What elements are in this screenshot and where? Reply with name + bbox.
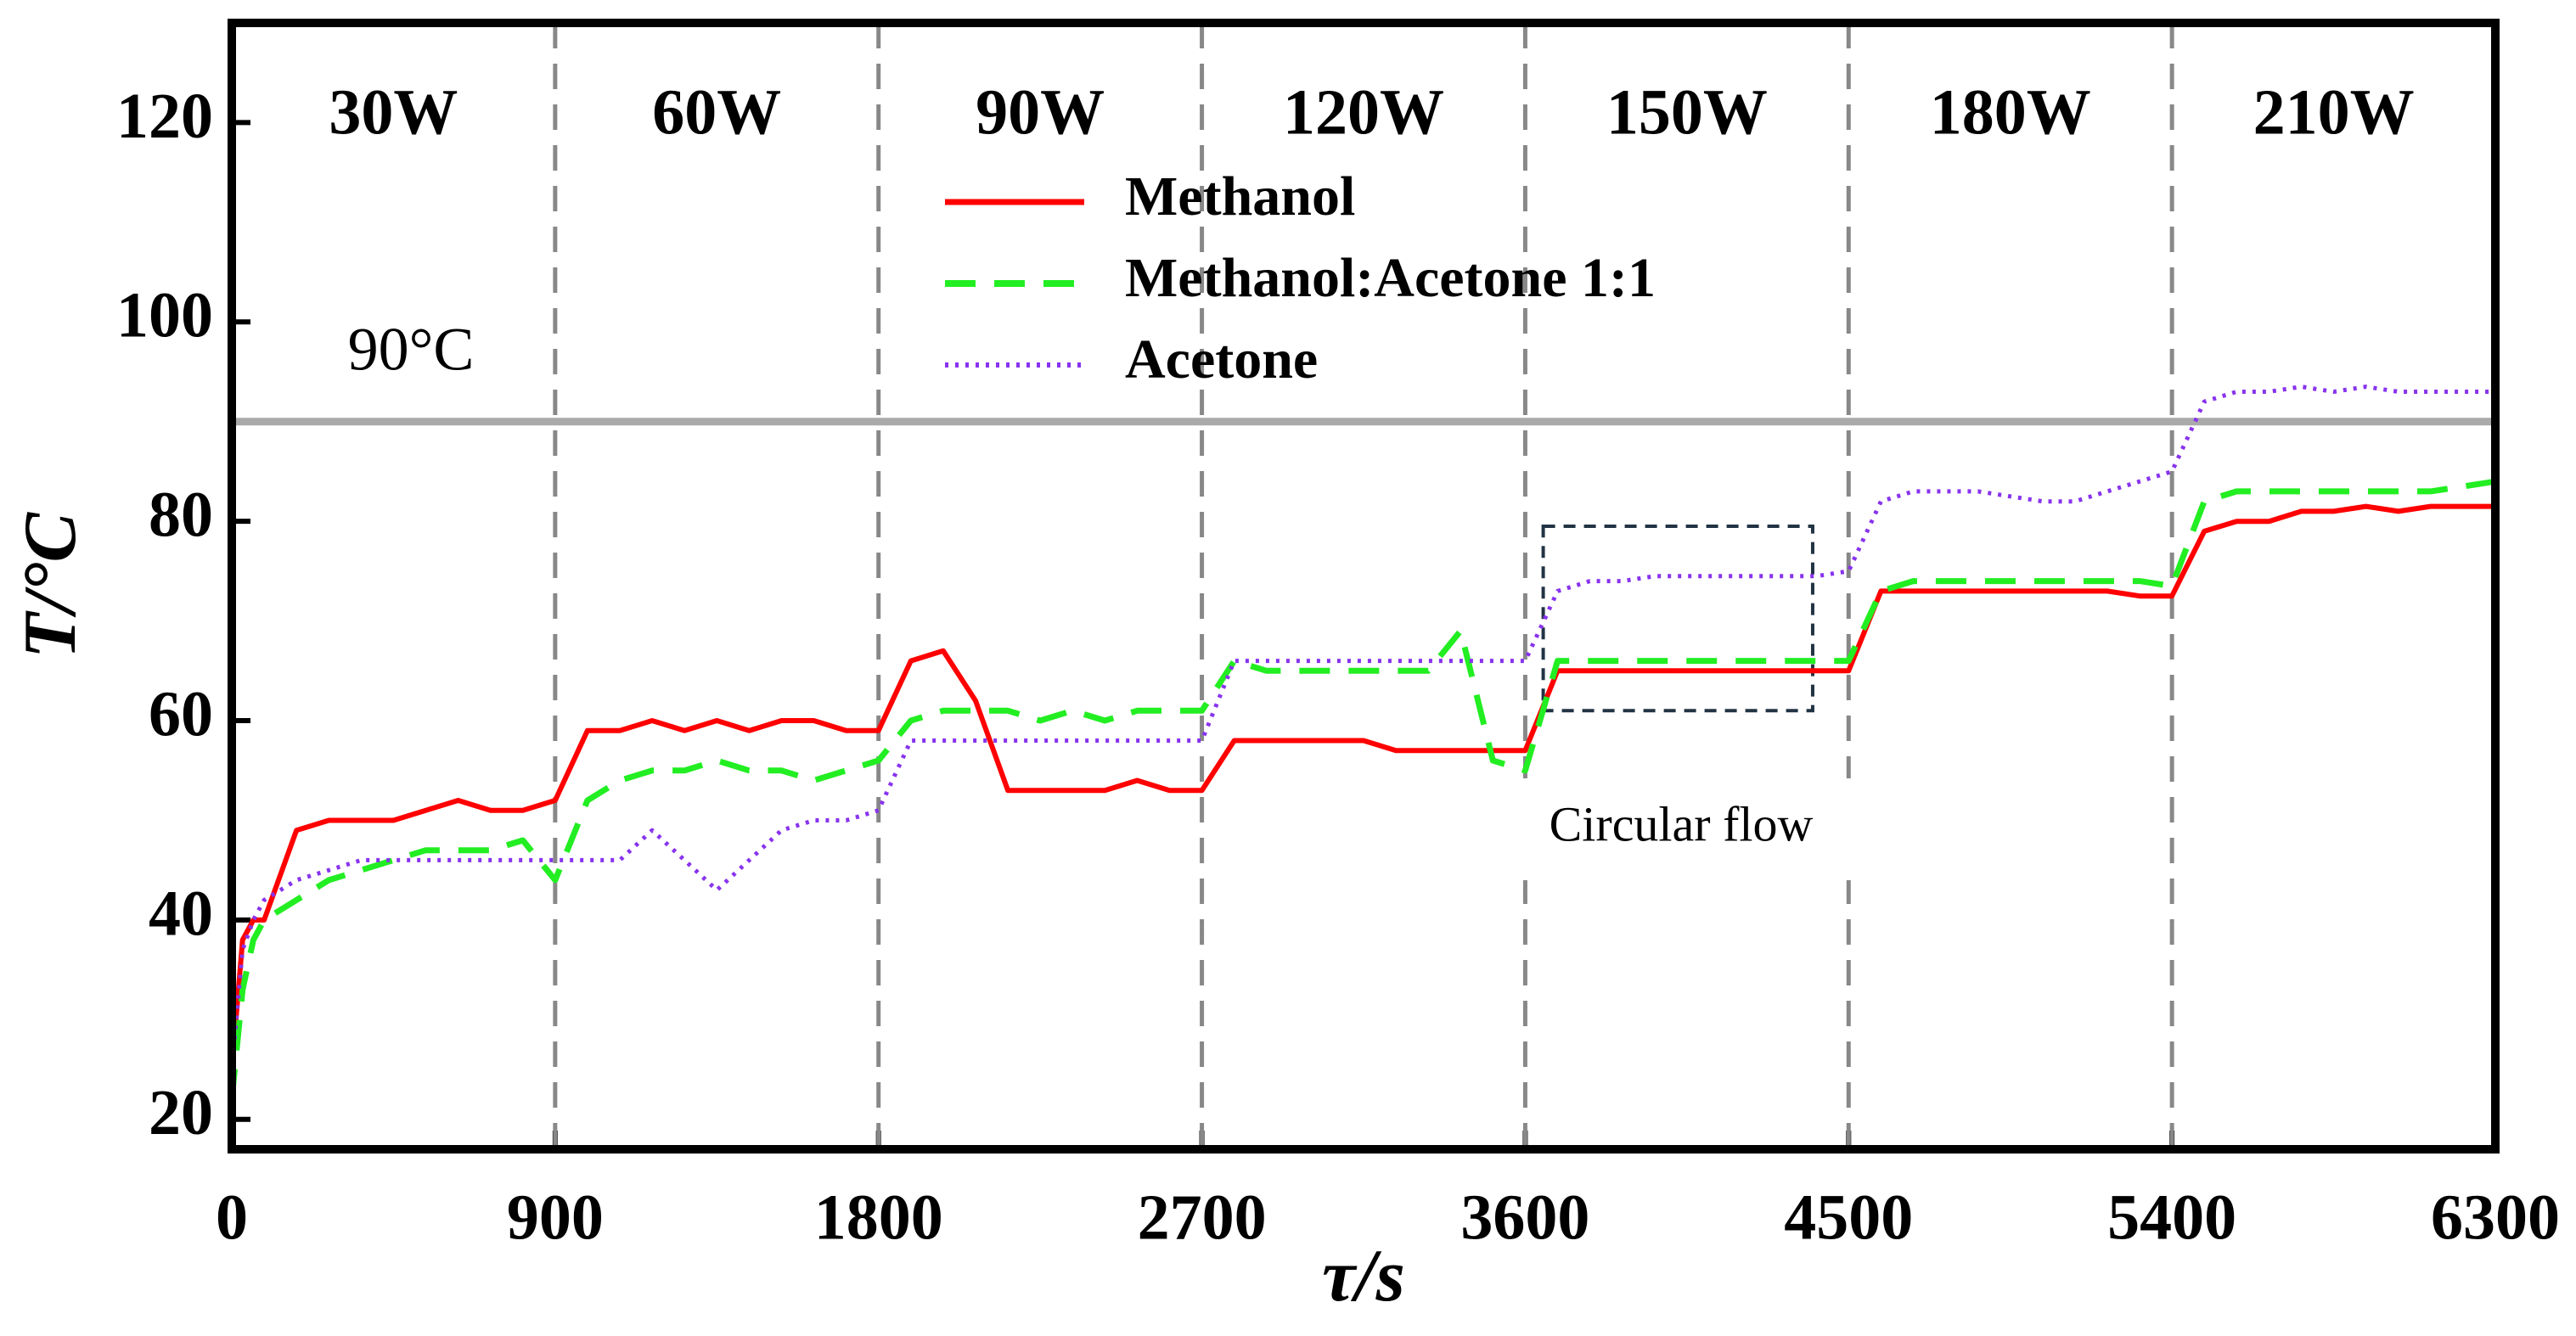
y-tick-label: 20 — [149, 1077, 213, 1148]
label-background — [1511, 778, 1851, 880]
x-tick-label: 5400 — [2107, 1182, 2236, 1253]
x-axis-title: τ/s — [1322, 1235, 1405, 1317]
y-tick-label: 60 — [149, 678, 213, 749]
x-tick-label: 900 — [507, 1182, 604, 1253]
box-label: Circular flow — [1550, 796, 1814, 851]
segment-label: 60W — [652, 76, 781, 148]
x-tick-label: 4500 — [1784, 1182, 1913, 1253]
segment-label: 150W — [1606, 76, 1768, 148]
legend-label: Acetone — [1125, 328, 1318, 390]
y-tick-label: 120 — [116, 81, 213, 152]
segment-label: 120W — [1283, 76, 1444, 148]
segment-label: 30W — [329, 76, 458, 148]
segment-label: 210W — [2253, 76, 2415, 148]
y-tick-label: 40 — [149, 878, 213, 949]
highlight-box — [1541, 525, 1814, 713]
x-tick-label: 3600 — [1460, 1182, 1589, 1253]
series-line — [229, 385, 2495, 1070]
plot-frame — [228, 19, 2500, 1154]
y-tick-label: 100 — [116, 280, 213, 351]
y-axis-title: T/°C — [9, 512, 92, 659]
legend-label: Methanol — [1125, 166, 1355, 227]
series-line — [229, 503, 2495, 1070]
x-tick-label: 0 — [216, 1182, 248, 1253]
y-tick-label: 80 — [149, 480, 213, 551]
x-tick-label: 6300 — [2431, 1182, 2560, 1253]
legend-label: Methanol:Acetone 1:1 — [1125, 247, 1656, 309]
x-tick-label: 1800 — [814, 1182, 943, 1253]
reference-label: 90°C — [348, 315, 475, 383]
series-line — [228, 478, 2496, 1100]
segment-label: 90W — [976, 76, 1105, 148]
segment-label: 180W — [1930, 76, 2091, 148]
x-tick-label: 2700 — [1138, 1182, 1267, 1253]
